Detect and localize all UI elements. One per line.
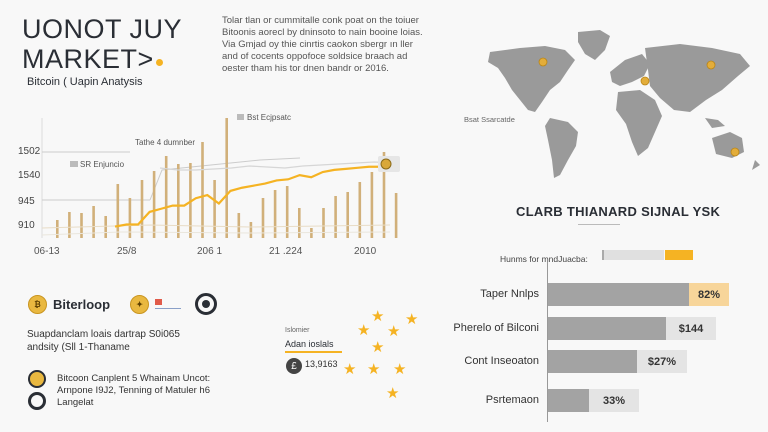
volume-bar — [273, 190, 277, 238]
star-icon: ★ — [371, 308, 385, 325]
bar-fill — [548, 283, 689, 306]
x-tick: 206 1 — [197, 246, 223, 257]
page-title: UONOT JUY MARKET> — [22, 14, 182, 74]
bar-axis — [547, 262, 548, 422]
star-icon: ★ — [371, 339, 385, 356]
world-map — [450, 20, 760, 185]
bar-label: Psrtemaon — [485, 394, 539, 406]
ratings-caption: Islomier — [285, 327, 310, 334]
y-tick: 945 — [18, 196, 35, 207]
y-tick: 1502 — [18, 146, 41, 157]
volume-bar — [92, 206, 95, 238]
volume-bar — [346, 192, 349, 238]
bar-fill — [548, 317, 666, 340]
bar-value: $27% — [637, 350, 687, 373]
volume-bar — [116, 184, 120, 238]
y-tick: 910 — [18, 220, 35, 231]
volume-bar — [285, 186, 289, 238]
star-icon: ★ — [393, 361, 407, 378]
page-subtitle: Bitcoin ( Uapin Anatysis — [27, 76, 143, 88]
map-marker-icon[interactable] — [538, 57, 548, 67]
ring-badge-icon — [28, 392, 46, 410]
world-map-svg — [488, 30, 760, 178]
volume-bar — [225, 118, 228, 238]
bar-label: Cont Inseoaton — [464, 355, 539, 367]
star-icon: ★ — [405, 311, 419, 328]
description: Suapdanclam loais dartrap S0i065 andsity… — [27, 329, 180, 353]
partner-logos: ₿ Biterloop ✦ — [28, 292, 218, 316]
volume-bar — [298, 208, 301, 238]
signal-title: CLARB THIANARD SIJNAL YSK — [516, 204, 721, 219]
volume-bar — [140, 180, 144, 238]
volume-bar — [128, 198, 132, 238]
volume-bar — [213, 180, 216, 238]
bar-label: Taper Nnlps — [480, 288, 539, 300]
title-line-1: UONOT JUY — [22, 14, 183, 44]
flag-logo-icon — [155, 299, 182, 309]
x-tick: 21 .224 — [269, 246, 303, 257]
y-tick: 1540 — [18, 170, 41, 181]
bar-value: 33% — [589, 389, 639, 412]
volume-bar — [394, 193, 398, 238]
ratings-label: Adan ioslals — [285, 339, 334, 349]
list-text: Bitcoon Canplent 5 Whainam Uncot: Arnpon… — [57, 373, 211, 408]
title-divider — [578, 224, 620, 225]
volume-bar — [164, 156, 168, 238]
x-tick: 06-13 — [34, 246, 60, 257]
volume-bar — [322, 208, 325, 238]
star-icon: ★ — [357, 322, 371, 339]
bitcoin-coin-icon: ₿ — [28, 294, 47, 314]
ratings-underline — [285, 351, 342, 353]
bull-coin-icon: ✦ — [130, 294, 150, 314]
volume-bar — [249, 222, 253, 238]
star-icon: ★ — [387, 323, 401, 340]
chart-annotation: Bst Ecjpsatc — [247, 113, 292, 122]
pound-icon: £ — [286, 358, 302, 374]
volume-bar — [56, 220, 59, 238]
eye-ring-icon — [195, 293, 218, 315]
chart-annotation: SR Enjuncio — [80, 160, 125, 169]
bitcoin-badge-icon — [28, 370, 46, 388]
bar-fill — [548, 389, 589, 412]
bitcoin-marker-icon — [380, 158, 392, 170]
legend-swatch-orange — [665, 250, 693, 260]
volume-bar — [68, 212, 71, 238]
title-line-2: MARKET> — [22, 44, 154, 74]
chart-svg — [41, 114, 400, 238]
bar-label: Pherelo of Bilconi — [453, 322, 539, 334]
map-marker-icon[interactable] — [706, 60, 716, 70]
x-tick: 2010 — [354, 246, 377, 257]
bar-fill — [548, 350, 637, 373]
price-chart: 1502 1540 945 910 06-13 25/8 206 1 21 .2… — [0, 100, 420, 265]
legend-swatch-grey — [602, 250, 664, 260]
star-icon: ★ — [367, 361, 381, 378]
bar-value: $144 — [666, 317, 716, 340]
volume-bar — [382, 152, 386, 238]
map-marker-icon[interactable] — [730, 147, 740, 157]
volume-bar — [104, 216, 107, 238]
map-label: Bsat Ssarcatde — [464, 115, 515, 124]
intro-paragraph: Tolar tlan or cummitalle conk poat on th… — [222, 15, 423, 74]
x-tick: 25/8 — [117, 246, 137, 257]
volume-bar — [201, 142, 204, 238]
volume-bar — [237, 213, 241, 238]
map-marker-icon[interactable] — [640, 76, 650, 86]
volume-bars — [56, 118, 398, 238]
volume-bar — [358, 182, 362, 238]
accent-dot-icon — [155, 59, 163, 66]
chart-annotation: Tathe 4 dumnber — [135, 138, 196, 147]
bar-value: 82% — [689, 283, 729, 306]
legend-label: Hunms for mndJuacba: — [500, 254, 588, 264]
star-icon: ★ — [386, 385, 400, 402]
volume-bar — [334, 196, 337, 238]
volume-bar — [370, 172, 374, 238]
ratings-value: 13,9163 — [305, 359, 338, 369]
volume-bar — [152, 171, 156, 238]
volume-bar — [177, 164, 180, 238]
brand-name: Biterloop — [53, 296, 111, 312]
star-icon: ★ — [343, 361, 357, 378]
volume-bar — [261, 198, 265, 238]
volume-bar — [80, 213, 83, 238]
